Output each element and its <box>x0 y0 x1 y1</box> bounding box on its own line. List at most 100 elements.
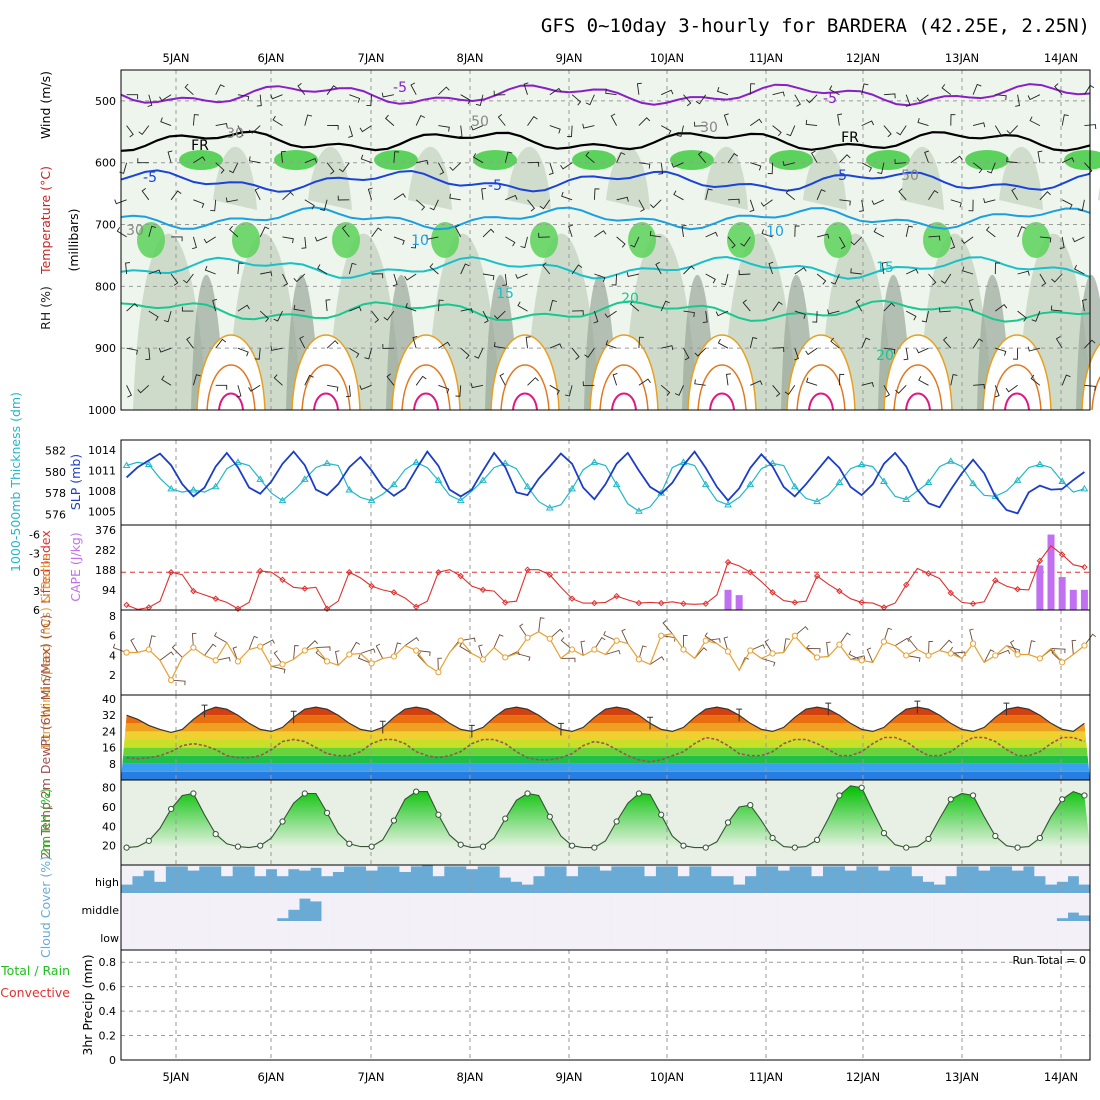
wind-barb <box>717 338 729 349</box>
cloud-clear-cell <box>176 893 189 921</box>
cloud-clear-cell <box>767 893 779 921</box>
panel-frame <box>120 609 1091 696</box>
cloud-clear-cell <box>956 921 968 950</box>
thickness-line-point <box>857 460 866 467</box>
wind-barb <box>504 151 513 163</box>
y-tick-label: 188 <box>95 564 116 577</box>
cloud-clear-cell <box>677 893 690 921</box>
surface-wind-barb <box>171 644 183 658</box>
wind-barb <box>916 94 929 102</box>
wind-barb <box>594 230 607 238</box>
wind-barb <box>883 385 891 398</box>
rh-line-point <box>279 818 286 825</box>
cloud-clear-cell <box>332 865 345 872</box>
cloud-clear-cell <box>1067 865 1080 877</box>
wind-barb <box>683 94 692 107</box>
wind-barb <box>437 299 444 312</box>
lifted-index-line-point <box>724 558 732 566</box>
cloud-clear-cell <box>1045 865 1057 885</box>
wind-barb <box>270 345 283 351</box>
wind-barb <box>1039 273 1047 287</box>
wind-barb <box>148 269 162 275</box>
wind-barb <box>995 347 1007 356</box>
cloud-clear-cell <box>521 921 534 950</box>
axis-title: RH (%) <box>38 286 53 330</box>
wind-barb <box>158 347 172 353</box>
cloud-clear-cell <box>599 865 612 871</box>
wind-barb <box>460 347 470 359</box>
wind-barb <box>950 155 963 164</box>
cloud-clear-cell <box>377 865 389 867</box>
surface-wind-barb <box>969 628 974 644</box>
wind10m-line-point <box>1081 642 1088 649</box>
cloud-clear-cell <box>778 893 790 921</box>
wind-barb <box>254 348 261 360</box>
cloud-clear-cell <box>1056 865 1069 882</box>
wind-barb <box>1030 374 1041 386</box>
cloud-clear-cell <box>510 893 523 921</box>
lifted-index-line-point <box>591 599 598 607</box>
surface-wind-barb <box>694 647 708 659</box>
wind-barb <box>381 92 394 98</box>
y-tick-label: 80 <box>102 782 116 795</box>
cloud-clear-cell <box>410 921 423 950</box>
wind-barb <box>273 310 283 322</box>
wind-barb <box>805 347 818 356</box>
wind-barb <box>297 82 306 95</box>
cloud-clear-cell <box>967 921 979 950</box>
rh-line-point <box>323 809 331 816</box>
cloud-clear-cell <box>388 893 400 921</box>
isotherm-35 <box>313 392 339 411</box>
wind-barb <box>941 84 952 96</box>
cloud-clear-cell <box>276 865 289 877</box>
cloud-clear-cell <box>544 865 556 867</box>
cloud-clear-cell <box>1023 893 1035 921</box>
thickness-line-point <box>144 460 153 467</box>
cloud-clear-cell <box>154 865 166 882</box>
wind-barb <box>549 125 561 134</box>
temperature-band <box>121 707 1090 716</box>
cloud-clear-cell <box>210 921 222 950</box>
wind-barb <box>1084 124 1097 130</box>
cape-bar <box>1047 534 1055 610</box>
wind-barb <box>727 198 740 204</box>
wind-barb <box>750 118 763 126</box>
cloud-clear-cell <box>533 893 545 921</box>
surface-wind-barb <box>273 650 283 665</box>
wind-barb <box>259 310 270 323</box>
cloud-clear-cell <box>622 921 634 950</box>
cloud-clear-cell <box>689 893 701 921</box>
wind-barb <box>1029 116 1041 127</box>
wind-barb <box>481 187 487 200</box>
cloud-clear-cell <box>276 893 289 919</box>
surface-wind-barb <box>393 642 402 657</box>
wind-barb <box>527 377 539 386</box>
y-tick-label: 900 <box>95 342 116 355</box>
surface-wind-barb <box>375 643 384 659</box>
axis-title: CAPE (J/kg) <box>68 532 83 602</box>
wind-barb <box>215 338 227 349</box>
surface-wind-barb <box>638 645 647 660</box>
wind-barb <box>616 236 626 248</box>
wind-barb <box>805 119 818 127</box>
y-tick-label: 1014 <box>88 444 116 457</box>
wind-barb <box>248 125 261 134</box>
wind-barb <box>940 273 952 284</box>
isotherm-35 <box>709 392 735 411</box>
cloud-clear-cell <box>310 921 322 950</box>
wind-barb <box>327 124 339 130</box>
wind-barb <box>928 273 937 286</box>
rh-line-point <box>747 802 754 809</box>
wind-barb <box>1006 157 1018 164</box>
cloud-clear-cell <box>243 921 255 950</box>
wind-barb <box>727 236 736 249</box>
contour-label: -5 <box>488 178 502 194</box>
wind-barb <box>215 122 228 128</box>
cloud-clear-cell <box>900 893 913 921</box>
cloud-clear-cell <box>1078 921 1091 950</box>
thickness-line-point <box>211 482 220 490</box>
wind-barb <box>1061 114 1069 126</box>
wind-barb <box>364 348 373 360</box>
wind-barb <box>785 189 796 201</box>
wind10m-line-point <box>591 646 598 653</box>
